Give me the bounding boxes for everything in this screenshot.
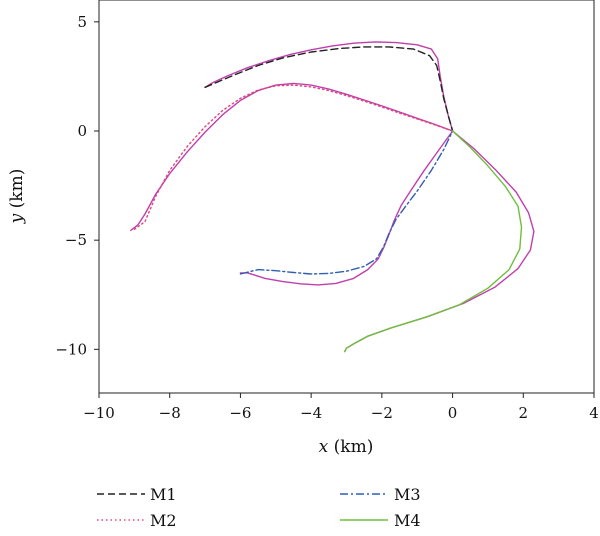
x-axis-unit: (km) bbox=[328, 437, 373, 457]
legend-label-m4: M4 bbox=[394, 511, 421, 530]
reference-trajectory-6 bbox=[239, 130, 454, 286]
x-axis-ticks: −10 −8 −6 −4 −2 0 2 4 bbox=[83, 393, 599, 422]
legend-label-m3: M3 bbox=[394, 485, 421, 504]
legend-label-m2: M2 bbox=[150, 511, 177, 530]
reference-trajectory-4 bbox=[204, 41, 454, 132]
y-tick-label: 0 bbox=[77, 122, 87, 140]
legend-label-m1: M1 bbox=[150, 485, 177, 504]
y-tick-label: 5 bbox=[77, 13, 87, 31]
legend: M1 M2 M3 M4 bbox=[97, 485, 421, 530]
reference-trajectory-7 bbox=[344, 130, 535, 353]
x-tick-label: −6 bbox=[229, 404, 251, 422]
series-lines bbox=[130, 41, 535, 353]
x-tick-label: 0 bbox=[448, 404, 458, 422]
series-line-m4 bbox=[344, 130, 523, 353]
x-tick-label: −2 bbox=[371, 404, 393, 422]
y-tick-label: −5 bbox=[65, 231, 87, 249]
series-line-m3 bbox=[239, 130, 454, 275]
x-axis-variable: x bbox=[319, 437, 329, 457]
y-tick-label: −10 bbox=[55, 340, 87, 358]
x-tick-label: 2 bbox=[519, 404, 529, 422]
plot-frame bbox=[98, 0, 595, 394]
x-tick-label: 4 bbox=[589, 404, 599, 422]
y-axis-unit: (km) bbox=[7, 169, 27, 214]
x-axis-label: x (km) bbox=[319, 437, 374, 457]
x-tick-label: −10 bbox=[83, 404, 115, 422]
x-tick-label: −4 bbox=[300, 404, 322, 422]
y-axis-ticks: 5 0 −5 −10 bbox=[55, 13, 99, 358]
y-axis-label: y (km) bbox=[7, 169, 27, 225]
series-line-m1 bbox=[204, 46, 454, 132]
x-tick-label: −8 bbox=[159, 404, 181, 422]
y-axis-variable: y bbox=[7, 213, 27, 224]
series-line-m2 bbox=[133, 84, 454, 231]
